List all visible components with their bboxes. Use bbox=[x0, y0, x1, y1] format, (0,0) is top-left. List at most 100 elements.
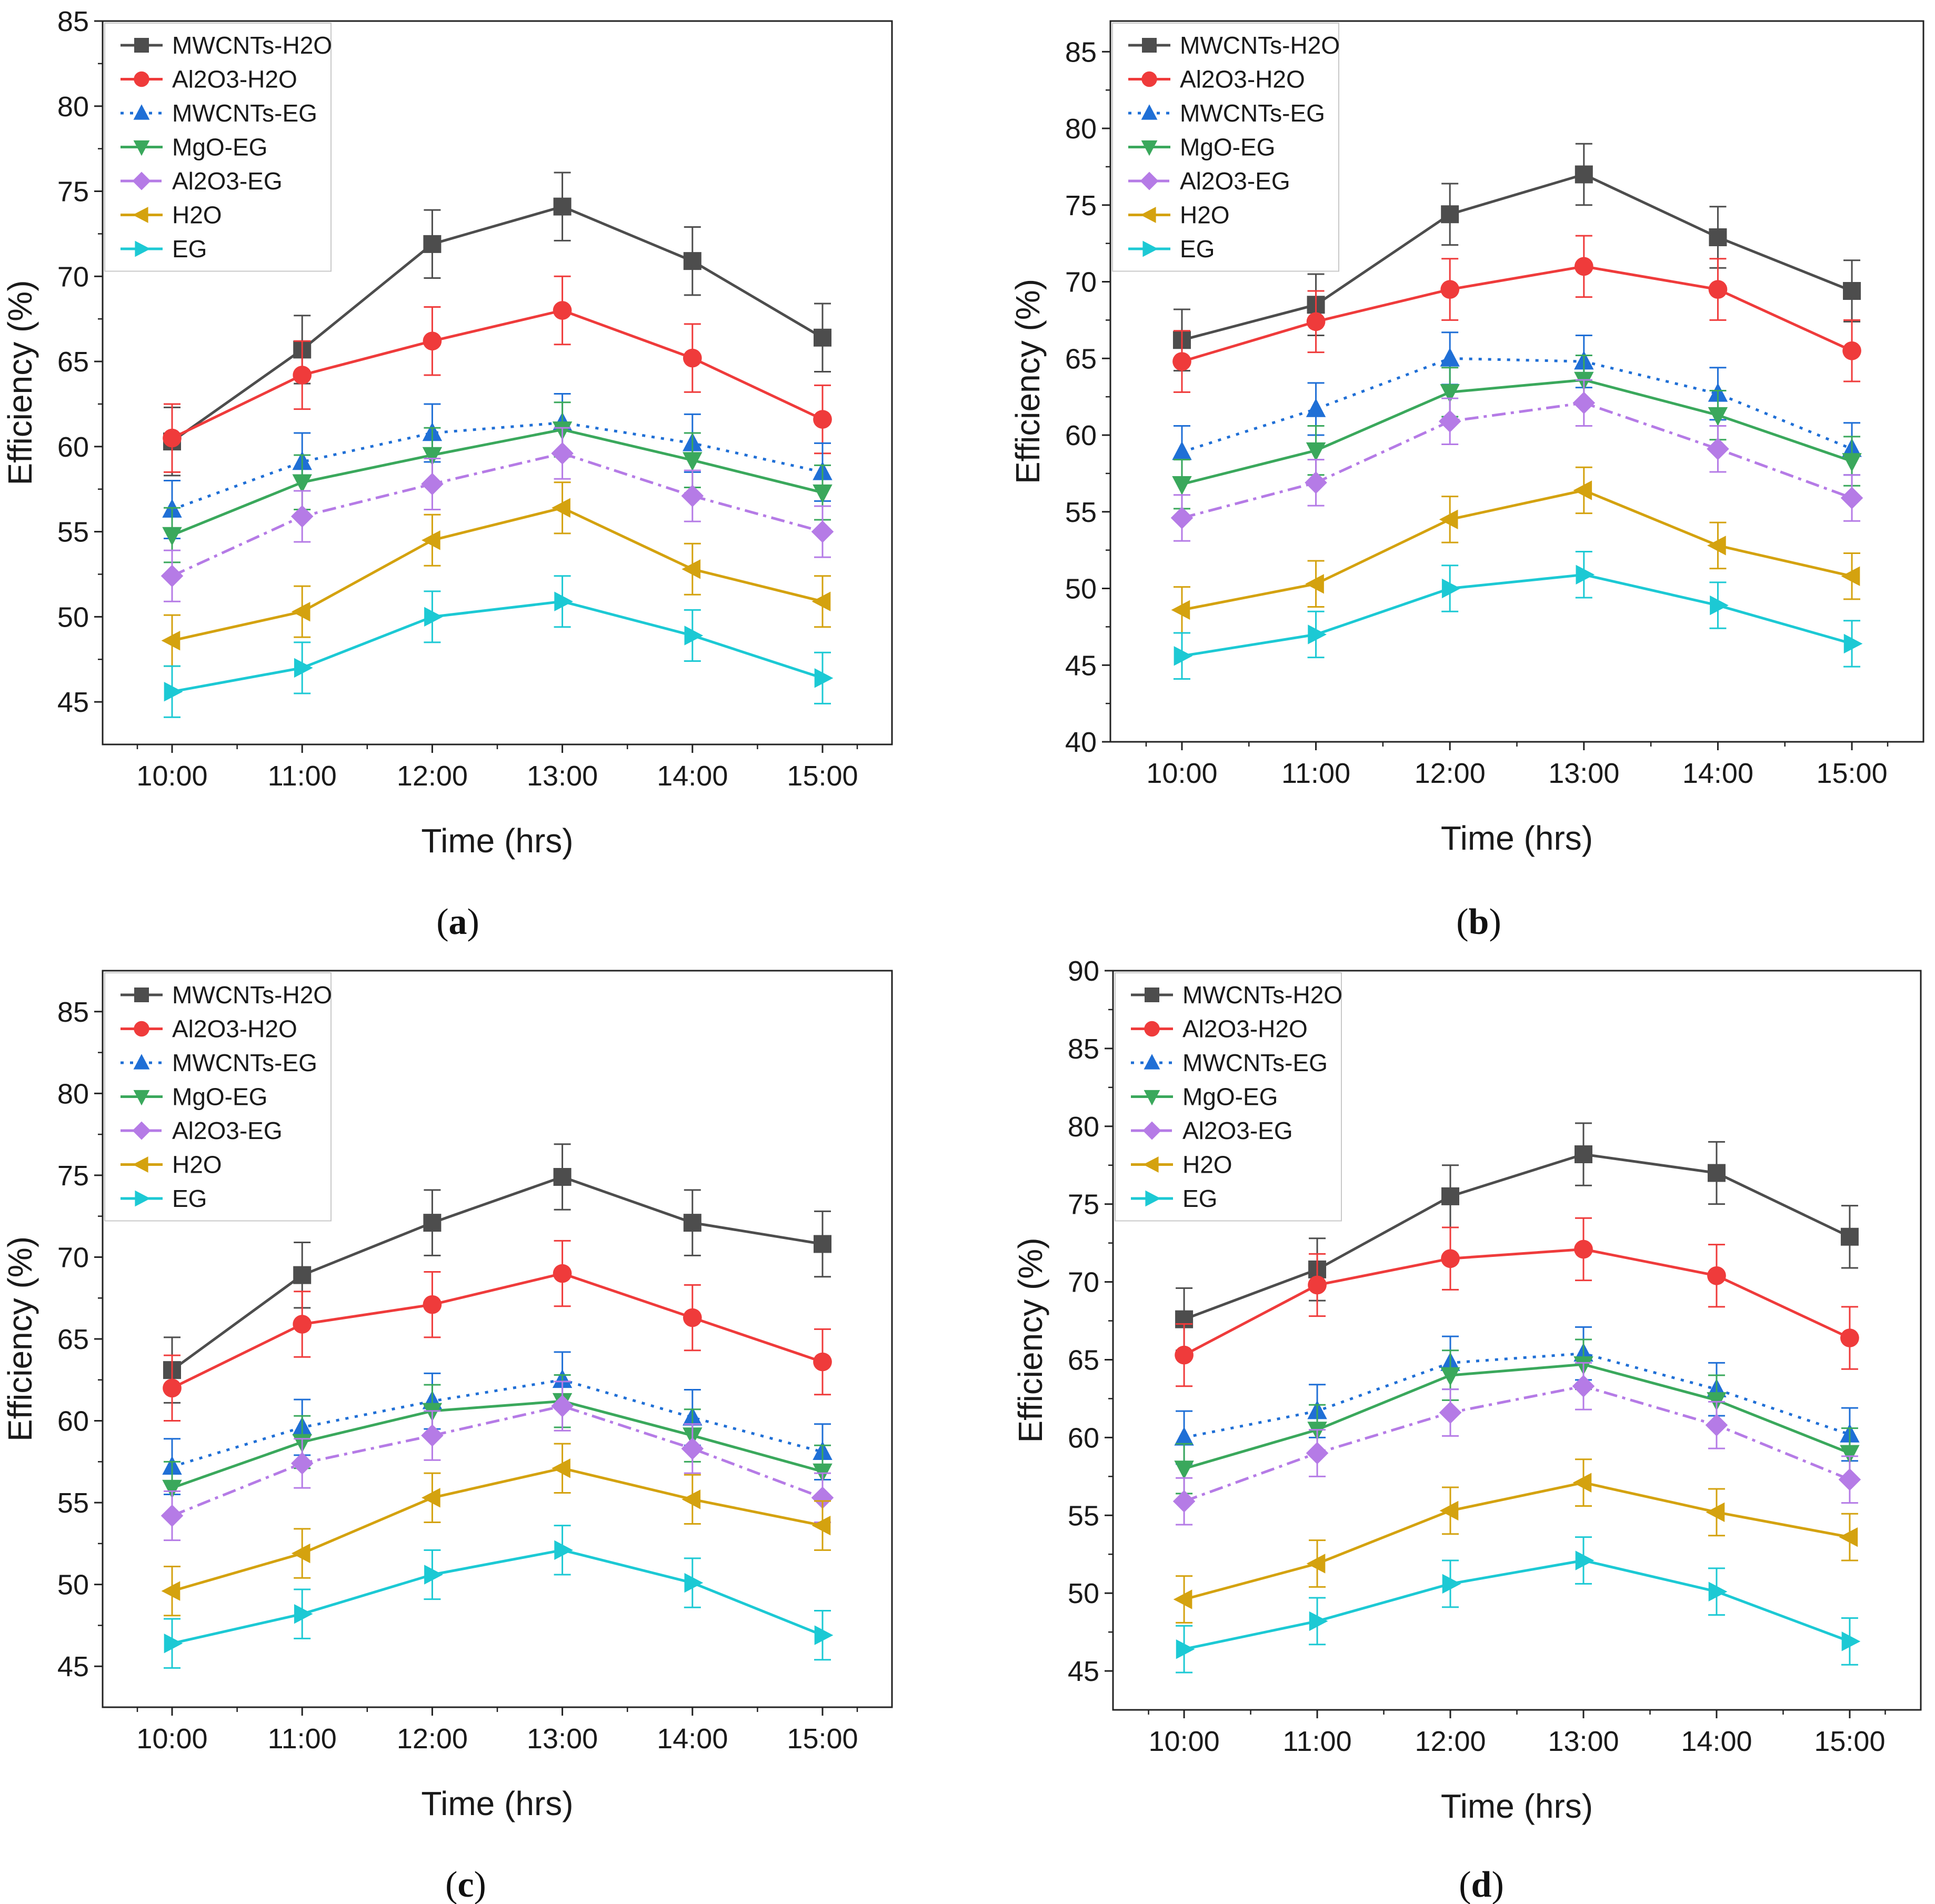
series-h2o bbox=[1173, 1458, 1858, 1624]
x-axis-title: Time (hrs) bbox=[1441, 819, 1593, 857]
data-point bbox=[811, 1515, 831, 1536]
x-tick-label: 12:00 bbox=[1415, 758, 1486, 789]
data-point bbox=[1708, 280, 1728, 299]
data-point bbox=[1438, 410, 1461, 433]
legend-marker bbox=[1145, 1190, 1161, 1207]
series-line bbox=[172, 1378, 823, 1468]
data-point bbox=[1842, 453, 1862, 472]
series-al2o3-h2o bbox=[1175, 1217, 1859, 1387]
data-point bbox=[1442, 1574, 1461, 1594]
x-tick-label: 14:00 bbox=[657, 760, 728, 792]
series-line bbox=[172, 428, 823, 537]
legend-entry: H2O bbox=[1128, 202, 1230, 229]
data-point bbox=[1306, 398, 1326, 417]
series-h2o bbox=[161, 1443, 831, 1617]
data-point bbox=[551, 1395, 574, 1417]
y-axis-title: Efficiency (%) bbox=[1011, 1237, 1049, 1443]
panel-caption: (a) bbox=[436, 902, 479, 942]
x-tick-label: 10:00 bbox=[1146, 758, 1217, 789]
legend-label: H2O bbox=[1180, 202, 1230, 229]
data-point bbox=[1840, 1328, 1859, 1347]
data-point bbox=[1709, 228, 1727, 246]
y-tick-label: 85 bbox=[1065, 36, 1097, 68]
data-point bbox=[813, 484, 833, 503]
legend-entry: MWCNTs-H2O bbox=[121, 32, 332, 59]
data-point bbox=[1575, 165, 1593, 184]
data-point bbox=[553, 301, 572, 320]
panel-caption: (d) bbox=[1459, 1865, 1504, 1904]
data-point bbox=[1308, 1275, 1327, 1295]
legend-label: Al2O3-EG bbox=[172, 167, 283, 195]
series-al2o3-eg bbox=[1172, 1362, 1861, 1526]
legend-marker bbox=[1141, 104, 1158, 120]
data-point bbox=[1708, 407, 1728, 426]
legend-marker bbox=[1140, 207, 1156, 223]
data-point bbox=[1838, 1468, 1861, 1491]
data-point bbox=[1305, 574, 1324, 594]
y-axis-title: Efficiency (%) bbox=[1, 1236, 39, 1442]
x-tick-label: 13:00 bbox=[1548, 758, 1619, 789]
data-point bbox=[294, 658, 313, 678]
legend-marker bbox=[132, 172, 151, 190]
series-line bbox=[1181, 573, 1852, 658]
series-line bbox=[172, 1405, 823, 1517]
data-point bbox=[1172, 441, 1192, 460]
legend-label: EG bbox=[172, 1185, 207, 1212]
data-point bbox=[422, 530, 440, 550]
data-point bbox=[294, 1604, 313, 1624]
series-line bbox=[1181, 265, 1853, 363]
legend-entry: Al2O3-EG bbox=[1131, 1117, 1293, 1144]
data-point bbox=[1441, 1187, 1460, 1205]
data-point bbox=[292, 474, 312, 493]
series-line bbox=[1183, 1248, 1850, 1356]
data-point bbox=[1172, 1490, 1196, 1513]
series-line bbox=[172, 1467, 823, 1593]
series-al2o3-h2o bbox=[163, 275, 832, 473]
series-mwcnts-eg bbox=[162, 393, 833, 540]
data-point bbox=[422, 447, 443, 466]
legend-entry: H2O bbox=[1131, 1151, 1232, 1178]
data-point bbox=[423, 1214, 442, 1232]
data-point bbox=[1305, 471, 1327, 494]
legend-label: MgO-EG bbox=[172, 134, 267, 161]
y-tick-label: 60 bbox=[57, 431, 89, 463]
series-h2o bbox=[161, 481, 831, 667]
y-tick-label: 50 bbox=[1068, 1578, 1099, 1609]
y-tick-label: 60 bbox=[1065, 420, 1097, 451]
series-mgo-eg bbox=[162, 1374, 833, 1515]
series-al2o3-h2o bbox=[163, 1240, 832, 1422]
data-point bbox=[1843, 633, 1863, 654]
x-tick-label: 10:00 bbox=[136, 1723, 207, 1755]
data-point bbox=[1441, 578, 1461, 599]
data-point bbox=[814, 1625, 834, 1645]
series-line bbox=[172, 421, 823, 511]
y-tick-label: 50 bbox=[57, 1569, 89, 1601]
data-point bbox=[163, 1378, 182, 1398]
y-tick-label: 45 bbox=[57, 687, 89, 718]
panel-caption: (b) bbox=[1456, 902, 1501, 942]
legend-label: MWCNTs-EG bbox=[1182, 1049, 1328, 1076]
series-line bbox=[172, 506, 823, 642]
legend-entry: MWCNTs-H2O bbox=[121, 981, 332, 1009]
data-point bbox=[1842, 341, 1861, 360]
data-point bbox=[423, 235, 442, 253]
data-point bbox=[1308, 624, 1327, 644]
data-point bbox=[681, 559, 701, 579]
series-eg bbox=[1173, 551, 1863, 680]
y-tick-label: 70 bbox=[1068, 1267, 1099, 1298]
y-tick-label: 80 bbox=[1068, 1111, 1099, 1143]
x-axis-title: Time (hrs) bbox=[421, 822, 573, 860]
series-line bbox=[172, 1548, 823, 1645]
data-point bbox=[1705, 1414, 1728, 1436]
data-point bbox=[1707, 1266, 1726, 1285]
data-point bbox=[1306, 1554, 1326, 1574]
data-point bbox=[814, 668, 834, 688]
data-point bbox=[161, 1504, 184, 1527]
legend: MWCNTs-H2O Al2O3-H2O MWCNTs-EG MgO-EG Al2O3-… bbox=[104, 23, 332, 272]
data-point bbox=[1707, 438, 1729, 460]
legend-marker bbox=[1141, 71, 1157, 87]
legend-label: MWCNTs-H2O bbox=[1182, 981, 1342, 1009]
panel-caption: (c) bbox=[445, 1865, 486, 1904]
data-point bbox=[1707, 536, 1726, 556]
legend: MWCNTs-H2O Al2O3-H2O MWCNTs-EG MgO-EG Al2O3-… bbox=[1112, 23, 1340, 272]
